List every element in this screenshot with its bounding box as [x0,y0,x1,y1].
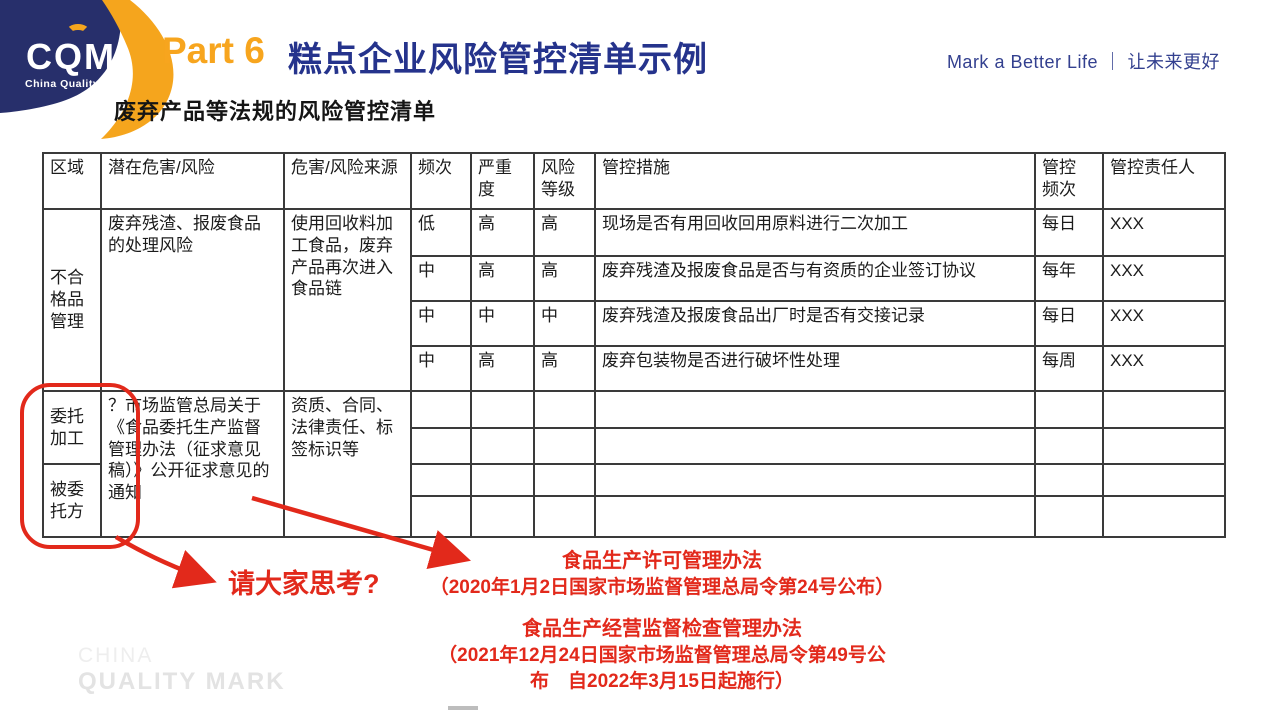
cell-freq: 中 [410,345,472,392]
logo-q-arc-icon [66,24,90,40]
table-cell-empty [470,390,535,429]
cell-ctrl-freq: 每日 [1034,208,1104,257]
cell-level: 高 [533,208,596,257]
table-cell-empty [594,495,1036,538]
cell-severity: 高 [470,208,535,257]
regulation-ref-2-detail-line1: （2021年12月24日国家市场监督管理总局令第49号公 [438,645,886,666]
arrow-to-think-label [114,535,217,589]
cell-level: 高 [533,255,596,302]
table-cell-empty [594,390,1036,429]
table-cell-empty [533,495,596,538]
col-header-source: 危害/风险来源 [283,152,412,210]
page-title: 糕点企业风险管控清单示例 [288,41,708,79]
cell-severity: 中 [470,300,535,347]
table-row: 被委托方 [42,463,1226,538]
cell-ctrl-freq: 每年 [1034,255,1104,302]
cell-level: 中 [533,300,596,347]
table-row: 不合格品管理 废弃残渣、报废食品的处理风险 使用回收料加工食品，废弃产品再次进入… [42,208,1226,392]
col-header-freq: 频次 [410,152,472,210]
table-cell-empty [1034,390,1104,429]
cell-measure: 废弃残渣及报废食品是否与有资质的企业签订协议 [594,255,1036,302]
table-row [43,427,1226,465]
cell-hazard-group2: ？市场监管总局关于《食品委托生产监督管理办法（征求意见稿）》公开征求意见的通知 [100,390,285,538]
cell-source-group1: 使用回收料加工食品，废弃产品再次进入食品链 [283,208,412,392]
highlight-circle [20,383,140,549]
cell-measure: 废弃残渣及报废食品出厂时是否有交接记录 [594,300,1036,347]
watermark-line1: CHINA [78,644,154,667]
table-cell-empty [410,463,472,497]
cell-area-entrusted: 被委托方 [42,463,102,538]
col-header-ctrl-freq: 管控频次 [1034,152,1104,210]
cell-measure: 废弃包装物是否进行破坏性处理 [594,345,1036,392]
table-row: 中 高 高 废弃残渣及报废食品是否与有资质的企业签订协议 每年 XXX [43,255,1226,302]
think-label: 请大家思考? [228,569,380,599]
cell-freq: 中 [410,255,472,302]
table-cell-empty [1102,463,1226,497]
table-cell-empty [594,463,1036,497]
regulation-ref-1: 食品生产许可管理办法 （2020年1月2日国家市场监督管理总局令第24号公布） [382,548,942,601]
bottom-dash-decoration [448,706,478,710]
cell-severity: 高 [470,345,535,392]
cell-severity: 高 [470,255,535,302]
logo-subtext: China Quality Mark [25,78,130,90]
table-cell-empty [410,427,472,465]
col-header-hazard: 潜在危害/风险 [100,152,285,210]
risk-control-table: 区域 潜在危害/风险 危害/风险来源 频次 严重度 风险等级 管控措施 管控频次… [42,152,1226,538]
table-header-row: 区域 潜在危害/风险 危害/风险来源 频次 严重度 风险等级 管控措施 管控频次… [42,152,1226,210]
cell-ctrl-freq: 每日 [1034,300,1104,347]
logo-text: CQM [26,36,116,77]
part-label: Part 6 [162,30,265,71]
watermark-line2: QUALITY MARK [78,668,286,695]
table-cell-empty [533,390,596,429]
regulation-ref-1-title: 食品生产许可管理办法 [562,550,762,572]
regulation-ref-2-title: 食品生产经营监督检查管理办法 [522,618,802,640]
table-cell-empty [470,427,535,465]
col-header-measure: 管控措施 [594,152,1036,210]
cell-area-entrust: 委托加工 [42,390,102,465]
cell-freq: 低 [410,208,472,257]
cell-ctrl-freq: 每周 [1034,345,1104,392]
regulation-ref-1-detail: （2020年1月2日国家市场监督管理总局令第24号公布） [429,577,895,598]
table-cell-empty [1034,427,1104,465]
col-header-owner: 管控责任人 [1102,152,1226,210]
col-header-level: 风险等级 [533,152,596,210]
table-cell-empty [1102,427,1226,465]
cqm-logo: CQM China Quality Mark [0,0,210,145]
table-cell-empty [594,427,1036,465]
table-row: 委托加工 ？市场监管总局关于《食品委托生产监督管理办法（征求意见稿）》公开征求意… [42,390,1226,538]
table-cell-empty [410,495,472,538]
cell-level: 高 [533,345,596,392]
table-row: 中 高 高 废弃包装物是否进行破坏性处理 每周 XXX [43,345,1226,392]
cell-owner: XXX [1102,300,1226,347]
table-cell-empty [533,427,596,465]
slide-subtitle: 废弃产品等法规的风险管控清单 [114,99,437,124]
col-header-area: 区域 [42,152,102,210]
cell-source-group2: 资质、合同、法律责任、标签标识等 [283,390,412,538]
cell-owner: XXX [1102,255,1226,302]
cell-owner: XXX [1102,345,1226,392]
logo-shapes [0,0,174,139]
cell-freq: 中 [410,300,472,347]
brand-tagline: Mark a Better Life ｜ 让未来更好 [946,52,1220,72]
table-cell-empty [470,495,535,538]
cell-area-group1: 不合格品管理 [42,208,102,392]
cell-owner: XXX [1102,208,1226,257]
cell-hazard-group1: 废弃残渣、报废食品的处理风险 [100,208,285,392]
cell-measure: 现场是否有用回收回用原料进行二次加工 [594,208,1036,257]
col-header-severity: 严重度 [470,152,535,210]
table-cell-empty [1034,495,1104,538]
table-row: 中 中 中 废弃残渣及报废食品出厂时是否有交接记录 每日 XXX [43,300,1226,347]
table-cell-empty [1102,495,1226,538]
regulation-ref-2: 食品生产经营监督检查管理办法 （2021年12月24日国家市场监督管理总局令第4… [382,616,942,694]
table-cell-empty [470,463,535,497]
regulation-ref-2-detail-line2: 布 自2022年3月15日起施行） [530,670,794,692]
table-cell-empty [410,390,472,429]
table-cell-empty [1034,463,1104,497]
table-cell-empty [1102,390,1226,429]
table-cell-empty [533,463,596,497]
